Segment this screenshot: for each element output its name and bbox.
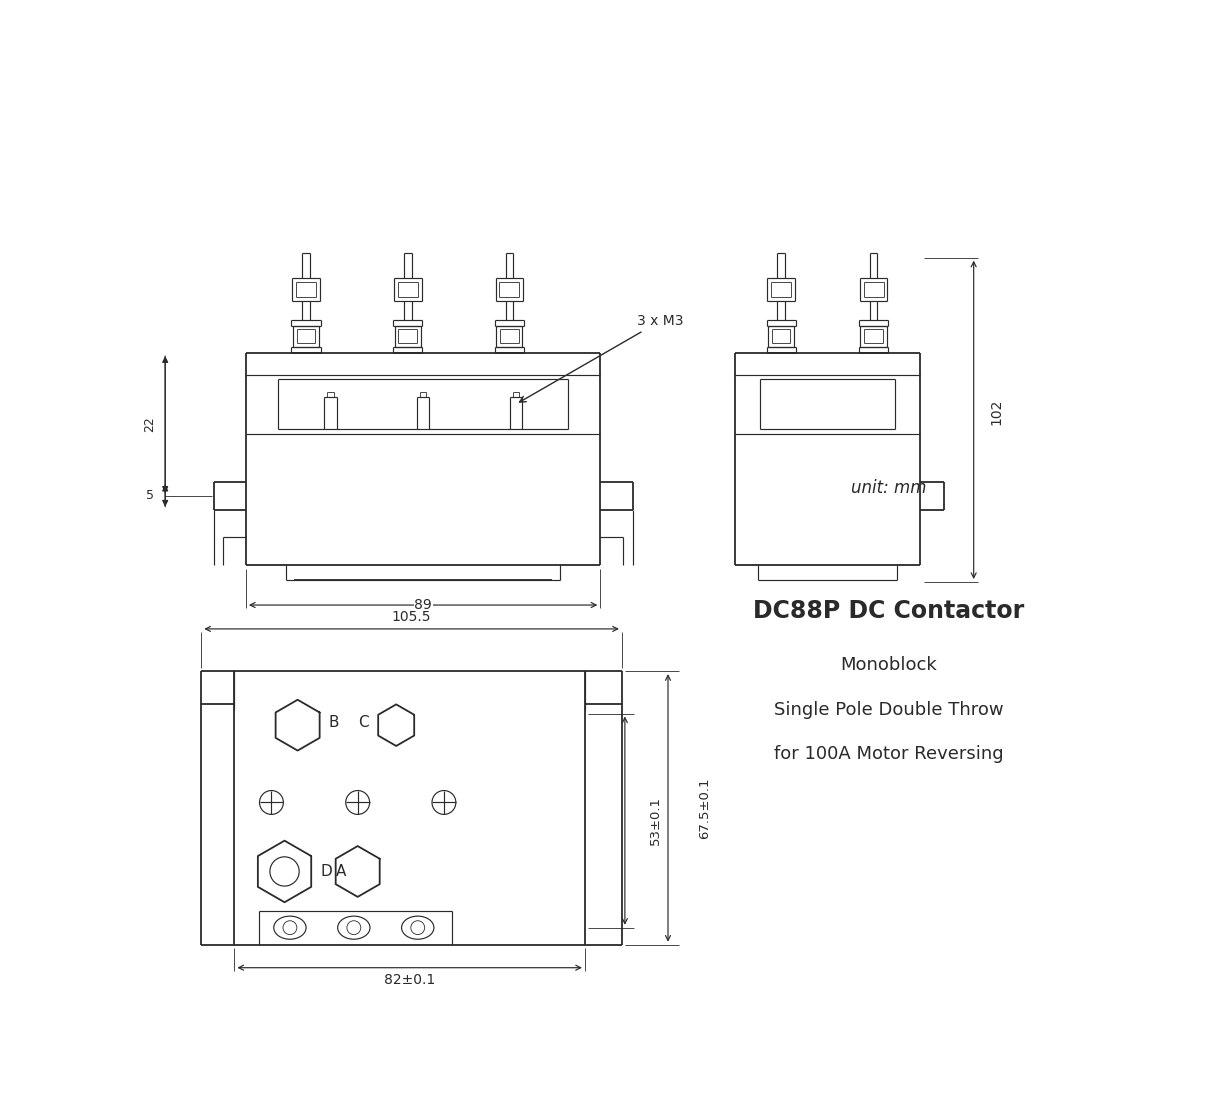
Text: 102: 102 xyxy=(989,398,1004,425)
Text: B: B xyxy=(329,715,339,729)
Text: A: A xyxy=(336,864,346,879)
Text: 67.5±0.1: 67.5±0.1 xyxy=(699,777,711,838)
Text: for 100A Motor Reversing: for 100A Motor Reversing xyxy=(774,746,1004,764)
Text: 82±0.1: 82±0.1 xyxy=(384,973,435,987)
Text: 5: 5 xyxy=(146,489,154,502)
Text: 3 x M3: 3 x M3 xyxy=(519,314,683,403)
Text: D: D xyxy=(321,864,333,879)
Text: 22: 22 xyxy=(143,417,157,433)
Text: 89: 89 xyxy=(415,598,433,612)
Text: DC88P DC Contactor: DC88P DC Contactor xyxy=(753,599,1024,623)
Text: Single Pole Double Throw: Single Pole Double Throw xyxy=(774,700,1004,719)
Text: 105.5: 105.5 xyxy=(392,610,431,624)
Text: 53±0.1: 53±0.1 xyxy=(649,796,663,845)
Text: unit: mm: unit: mm xyxy=(851,479,927,497)
Text: C: C xyxy=(359,715,369,729)
Text: Monoblock: Monoblock xyxy=(841,656,937,675)
